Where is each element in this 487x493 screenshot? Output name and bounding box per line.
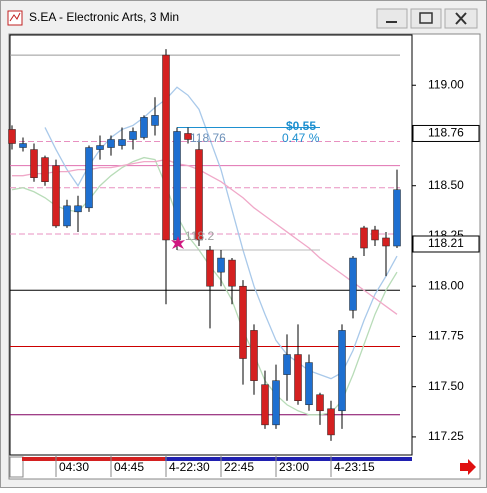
candle-body [184, 133, 192, 140]
x-tick-label: 4-22:30 [169, 460, 210, 474]
scroll-range-current [165, 457, 412, 461]
price-box [412, 235, 480, 253]
candle-body [96, 145, 104, 150]
candle-body [228, 259, 236, 287]
price-label: 118.21 [428, 236, 464, 250]
candle-body [52, 165, 60, 227]
x-tick-label: 23:00 [279, 460, 309, 474]
candle-body [173, 131, 181, 241]
candle-body [393, 189, 401, 247]
window-icon-glyph [9, 12, 21, 22]
candle-body [151, 115, 159, 126]
window-icon [7, 10, 23, 26]
plot-layer [8, 49, 401, 441]
change-annotation: $0.55 [286, 119, 316, 133]
candle-body [195, 149, 203, 241]
candle-body [8, 129, 16, 144]
maximize-glyph [419, 12, 433, 24]
x-tick-label: 04:30 [59, 460, 89, 474]
low-annotation: 118.2 [185, 229, 214, 243]
x-tick-label: 22:45 [224, 460, 254, 474]
x-tick-label: 04:45 [114, 460, 144, 474]
price-box [412, 124, 480, 142]
scroll-box[interactable] [9, 456, 24, 478]
candle-body [338, 330, 346, 412]
candle-body [107, 139, 115, 148]
candle-body [239, 285, 247, 359]
candle-body [371, 229, 379, 241]
y-tick-label: 117.75 [428, 329, 464, 343]
y-tick-label: 117.25 [428, 429, 464, 443]
candle-body [305, 362, 313, 406]
candle-body [129, 131, 137, 140]
candle-body [63, 205, 71, 227]
window-title: S.EA - Electronic Arts, 3 Min [29, 10, 179, 24]
signal-marker [171, 236, 185, 249]
y-tick-label: 119.00 [428, 77, 464, 91]
candle-body [162, 54, 170, 241]
candle-body [261, 384, 269, 426]
price-label: 118.76 [428, 126, 464, 140]
y-tick-label: 117.50 [428, 379, 464, 393]
candle-body [294, 354, 302, 401]
candle-body [74, 205, 82, 213]
candle-body [206, 249, 214, 287]
candle-body [118, 139, 126, 146]
candle-body [140, 117, 148, 138]
candle-body [272, 380, 280, 426]
high-annotation: 118.76 [190, 131, 226, 145]
minimize-button[interactable] [376, 8, 408, 29]
candle-body [360, 227, 368, 249]
plot-area [9, 34, 413, 456]
candle-body [283, 354, 291, 375]
change-pct-annotation: 0.47 % [282, 131, 320, 145]
candle-body [327, 408, 335, 436]
overlay-line [12, 158, 398, 315]
x-tick-label: 4-23:15 [334, 460, 375, 474]
close-glyph [455, 12, 467, 25]
candle-body [382, 237, 390, 247]
candle-body [41, 157, 49, 182]
candle-body [316, 394, 324, 412]
y-tick-label: 118.50 [428, 178, 464, 192]
candle-body [19, 143, 27, 148]
candle-body [349, 257, 357, 311]
maximize-button[interactable] [410, 8, 442, 29]
candle-body [85, 147, 93, 209]
scroll-right-arrow[interactable] [460, 459, 476, 475]
y-tick-label: 118.00 [428, 278, 464, 292]
candle-body [30, 149, 38, 178]
candle-body [250, 330, 258, 381]
scroll-range-past [22, 457, 165, 461]
candle-body [217, 257, 225, 273]
